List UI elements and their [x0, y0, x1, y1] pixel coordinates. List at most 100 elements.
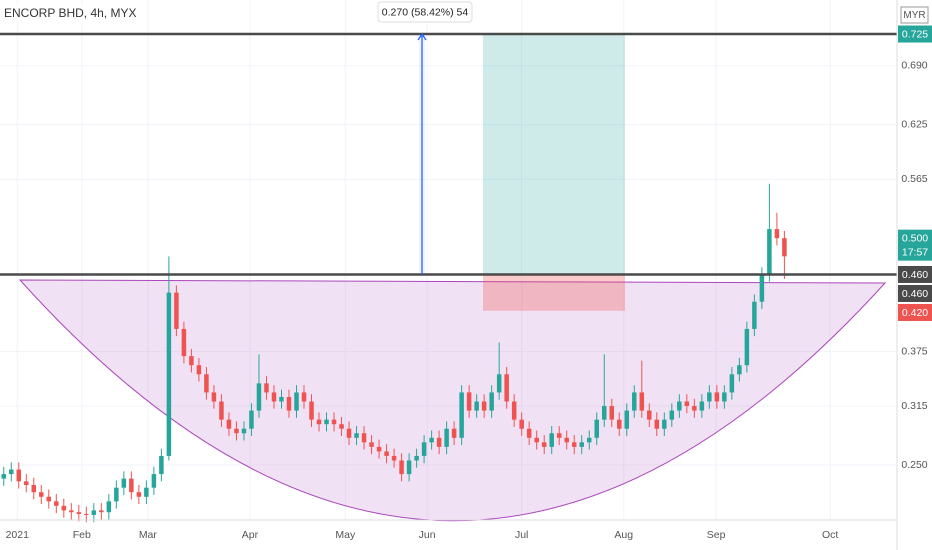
drawing-tools — [483, 34, 625, 311]
price-label-box — [898, 265, 932, 283]
candle-body — [737, 365, 742, 375]
grid — [0, 0, 897, 520]
candle-body — [84, 514, 89, 516]
candle-body — [181, 328, 187, 357]
x-tick-label: Mar — [139, 529, 158, 541]
candle-body — [31, 484, 37, 493]
candle-body — [692, 406, 697, 411]
measure-label: 0.270 (58.42%) 54 — [382, 6, 469, 18]
measure-label-box — [377, 1, 473, 23]
candle-body — [654, 419, 660, 429]
candle-body — [699, 401, 705, 411]
y-tick-label: 0.250 — [901, 459, 927, 471]
candle-body — [129, 478, 134, 493]
candle-body — [301, 392, 307, 402]
title-backdrop — [0, 4, 145, 22]
candle-body — [466, 392, 472, 411]
candle-body — [391, 455, 397, 461]
x-tick-label: Sep — [707, 529, 726, 541]
x-tick-label: May — [335, 529, 356, 541]
candle-body — [24, 481, 29, 485]
candle-body — [339, 424, 344, 429]
candle-body — [361, 433, 367, 443]
x-tick-label: Oct — [822, 529, 838, 541]
candle-body — [219, 401, 224, 420]
candle-body — [564, 437, 569, 443]
candle-body — [399, 460, 404, 475]
candle-body — [241, 428, 247, 434]
currency-box[interactable] — [900, 6, 929, 24]
candle-body — [9, 469, 14, 475]
candle-body — [662, 419, 667, 429]
stop-zone — [483, 274, 625, 311]
candle-body — [226, 419, 232, 429]
candle-body — [474, 401, 479, 411]
candle-body — [677, 401, 682, 411]
candle-body — [451, 428, 457, 438]
candle-body — [504, 374, 509, 402]
candle-body — [511, 401, 517, 420]
candle-body — [436, 437, 442, 447]
currency: MYR — [903, 10, 925, 21]
price-label: 0.500 — [902, 232, 928, 244]
candle-body — [211, 392, 217, 402]
candle-body — [722, 392, 727, 402]
candle-body — [234, 428, 239, 434]
candle-body — [16, 469, 22, 482]
candle-body — [121, 478, 127, 488]
candle-body — [571, 442, 577, 447]
candle-body — [489, 392, 494, 411]
candle-body — [519, 419, 524, 429]
price-label-box — [898, 229, 932, 261]
candle-body — [541, 442, 547, 447]
candle-body — [609, 406, 615, 420]
x-tick-label: Feb — [73, 529, 91, 541]
overlay: 0.270 (58.42%) 54 — [0, 1, 897, 276]
candle-body — [624, 410, 630, 429]
candle-body — [264, 383, 269, 393]
candle-body — [632, 392, 637, 411]
y-tick-label: 0.690 — [901, 60, 927, 72]
price-label: 0.420 — [902, 307, 928, 319]
candle-body — [114, 487, 119, 502]
candle-body — [166, 292, 172, 456]
candle-body — [481, 401, 487, 411]
candle-body — [459, 392, 464, 438]
candle-body — [196, 365, 202, 375]
candle-body — [54, 501, 59, 506]
y-tick-label: 0.625 — [901, 119, 927, 131]
candle-body — [1, 474, 7, 479]
target-zone — [483, 34, 625, 275]
candle-body — [556, 433, 562, 438]
candle-body — [549, 433, 554, 447]
candle-body — [346, 428, 352, 438]
candle-body — [767, 229, 772, 275]
x-tick-label: Aug — [614, 529, 633, 541]
candle-body — [106, 501, 112, 513]
candle-body — [602, 406, 607, 420]
candle-body — [526, 428, 532, 438]
candle-body — [189, 356, 194, 366]
price-label-box — [898, 284, 932, 302]
candle-body — [136, 492, 142, 497]
candle-body — [309, 401, 314, 420]
candle-body — [496, 374, 502, 393]
candle-body — [384, 451, 389, 456]
x-tick-label: 2021 — [6, 529, 30, 541]
candle-body — [444, 428, 449, 447]
y-tick-label: 0.565 — [901, 173, 927, 185]
candle-body — [714, 392, 720, 402]
candle-body — [594, 419, 600, 438]
candle-body — [144, 487, 149, 497]
candles — [1, 183, 787, 523]
candle-body — [647, 410, 652, 420]
candle-body — [279, 396, 284, 402]
candle-body — [61, 505, 67, 511]
price-label-box — [898, 25, 932, 43]
candle-body — [256, 383, 262, 411]
candle-body — [617, 419, 622, 429]
candle-body — [286, 396, 292, 411]
x-tick-label: Jul — [515, 529, 528, 541]
candle-body — [76, 512, 82, 515]
